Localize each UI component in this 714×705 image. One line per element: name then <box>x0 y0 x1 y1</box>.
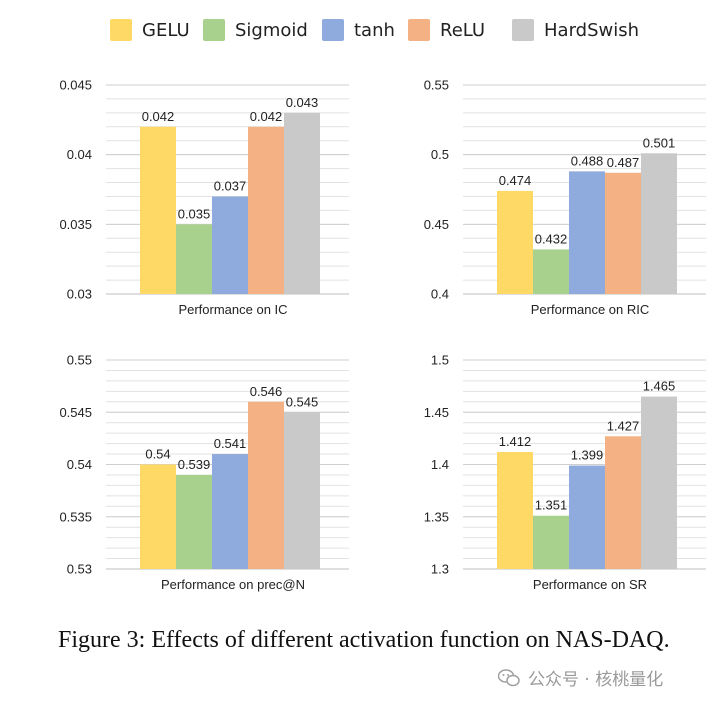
bar-hardswish <box>641 153 677 294</box>
y-tick-label: 0.535 <box>59 509 92 524</box>
legend-item-gelu: GELU <box>110 18 190 42</box>
data-label: 0.546 <box>250 384 283 399</box>
legend-label: tanh <box>354 19 395 41</box>
bar-relu <box>605 172 641 294</box>
watermark-text: 公众号 · 核桃量化 <box>528 670 664 690</box>
y-tick-label: 0.4 <box>431 287 449 302</box>
data-label: 0.035 <box>178 206 211 221</box>
y-tick-label: 0.55 <box>67 353 92 368</box>
data-label: 0.54 <box>145 447 170 462</box>
data-label: 0.488 <box>571 153 604 168</box>
legend-swatch <box>203 19 225 41</box>
legend-swatch <box>110 19 132 41</box>
data-label: 0.432 <box>535 231 568 246</box>
legend-label: HardSwish <box>544 19 640 41</box>
legend-item-hardswish: HardSwish <box>512 18 639 42</box>
data-label: 0.037 <box>214 178 247 193</box>
bar-relu <box>605 436 641 569</box>
bar-sigmoid <box>176 224 212 294</box>
y-tick-label: 1.3 <box>431 562 449 577</box>
legend-swatch <box>322 19 344 41</box>
legend-swatch <box>512 19 534 41</box>
legend-label: Sigmoid <box>235 19 308 41</box>
y-tick-label: 1.5 <box>431 353 449 368</box>
data-label: 1.427 <box>607 418 640 433</box>
bar-sigmoid <box>533 249 569 294</box>
legend-label: GELU <box>142 19 190 41</box>
bar-tanh <box>212 454 248 569</box>
data-label: 0.539 <box>178 457 211 472</box>
legend-item-tanh: tanh <box>322 18 395 42</box>
bar-hardswish <box>284 112 320 294</box>
y-tick-label: 0.5 <box>431 147 449 162</box>
y-tick-label: 1.35 <box>424 509 449 524</box>
y-tick-label: 0.03 <box>67 287 92 302</box>
chart-legend: GELU Sigmoid tanh ReLU HardSwish <box>0 10 714 50</box>
y-tick-label: 0.035 <box>59 217 92 232</box>
y-tick-label: 0.045 <box>59 78 92 93</box>
legend-swatch <box>408 19 430 41</box>
bar-tanh <box>212 196 248 294</box>
data-label: 0.042 <box>250 109 283 124</box>
bar-gelu <box>140 464 176 569</box>
data-label: 1.465 <box>643 379 676 394</box>
figure-caption: Figure 3: Effects of different activatio… <box>58 627 670 653</box>
data-label: 0.545 <box>286 394 319 409</box>
bar-sigmoid <box>533 515 569 569</box>
bar-hardswish <box>284 412 320 569</box>
x-axis-label: Performance on RIC <box>531 302 650 317</box>
x-axis-label: Performance on prec@N <box>161 577 305 592</box>
y-tick-label: 0.545 <box>59 405 92 420</box>
data-label: 0.042 <box>142 109 175 124</box>
bar-tanh <box>569 465 605 569</box>
x-axis-label: Performance on SR <box>533 577 647 592</box>
y-tick-label: 1.45 <box>424 405 449 420</box>
legend-label: ReLU <box>440 19 486 41</box>
bar-tanh <box>569 171 605 294</box>
legend-item-relu: ReLU <box>408 18 485 42</box>
y-tick-label: 0.55 <box>424 78 449 93</box>
x-axis-label: Performance on IC <box>178 302 287 317</box>
data-label: 1.399 <box>571 448 604 463</box>
legend-item-sigmoid: Sigmoid <box>203 18 308 42</box>
y-tick-label: 0.45 <box>424 217 449 232</box>
data-label: 0.487 <box>607 155 640 170</box>
bar-sigmoid <box>176 474 212 569</box>
data-label: 0.043 <box>286 95 319 110</box>
bar-hardswish <box>641 396 677 569</box>
data-label: 1.351 <box>535 498 568 513</box>
data-label: 0.474 <box>499 173 532 188</box>
bar-gelu <box>497 451 533 569</box>
bar-relu <box>248 126 284 294</box>
watermark: 公众号 · 核桃量化 <box>498 665 663 690</box>
y-tick-label: 0.54 <box>67 457 92 472</box>
data-label: 0.541 <box>214 436 247 451</box>
data-label: 0.501 <box>643 135 676 150</box>
bar-relu <box>248 401 284 569</box>
y-tick-label: 1.4 <box>431 457 449 472</box>
chart-performance-ic: 0.030.0350.040.0450.0420.0350.0370.0420.… <box>59 78 349 317</box>
y-tick-label: 0.53 <box>67 562 92 577</box>
bar-gelu <box>497 190 533 294</box>
bar-gelu <box>140 126 176 294</box>
wechat-icon <box>498 668 520 686</box>
y-tick-label: 0.04 <box>67 147 92 162</box>
data-label: 1.412 <box>499 434 532 449</box>
